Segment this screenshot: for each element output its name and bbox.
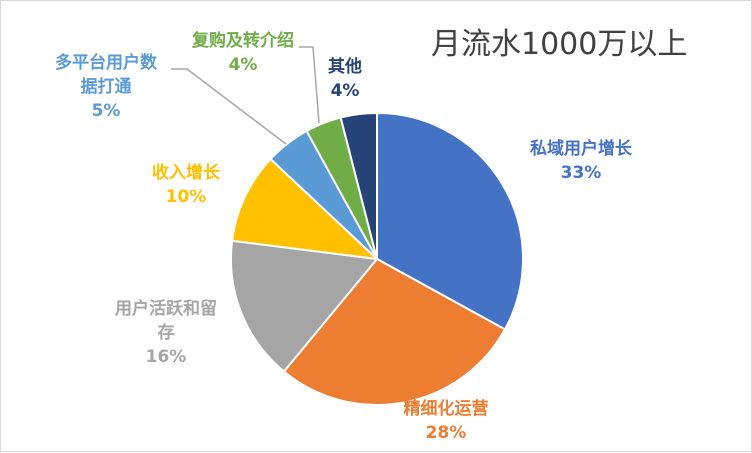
data-label: 其他 4%: [315, 55, 375, 103]
data-label-percent: 28%: [425, 423, 467, 443]
slice-revenue-growth: [231, 157, 380, 261]
leader-line: [171, 68, 287, 145]
leader-line: [299, 46, 320, 124]
data-label-category: 复购及转介绍: [192, 31, 294, 51]
data-label: 精细化运营 28%: [371, 397, 521, 445]
data-label-percent: 10%: [165, 187, 207, 207]
data-label-percent: 4%: [228, 55, 258, 75]
data-label-percent: 16%: [145, 347, 187, 367]
chart-title: 月流水1000万以上: [431, 27, 688, 62]
data-label: 用户活跃和留 存 16%: [91, 297, 241, 369]
data-label-category: 收入增长: [152, 163, 220, 183]
data-label-percent: 33%: [560, 163, 602, 183]
data-label-percent: 5%: [91, 101, 121, 121]
slice-refined-operation: [282, 257, 507, 406]
slice-user-activity-retention: [230, 239, 379, 373]
data-label: 多平台用户数 据打通 5%: [31, 51, 181, 123]
slice-private-domain-growth: [376, 111, 524, 331]
data-label: 复购及转介绍 4%: [173, 29, 313, 77]
data-label-category: 用户活跃和留 存: [115, 299, 217, 343]
data-label: 收入增长 10%: [126, 161, 246, 209]
data-label-category: 其他: [328, 57, 362, 77]
data-label-percent: 4%: [330, 81, 360, 101]
data-label-category: 精细化运营: [403, 399, 489, 419]
data-label: 私域用户增长 33%: [501, 137, 661, 185]
data-label-category: 多平台用户数 据打通: [55, 53, 157, 97]
data-label-category: 私域用户增长: [530, 139, 632, 159]
slice-other: [339, 111, 378, 260]
